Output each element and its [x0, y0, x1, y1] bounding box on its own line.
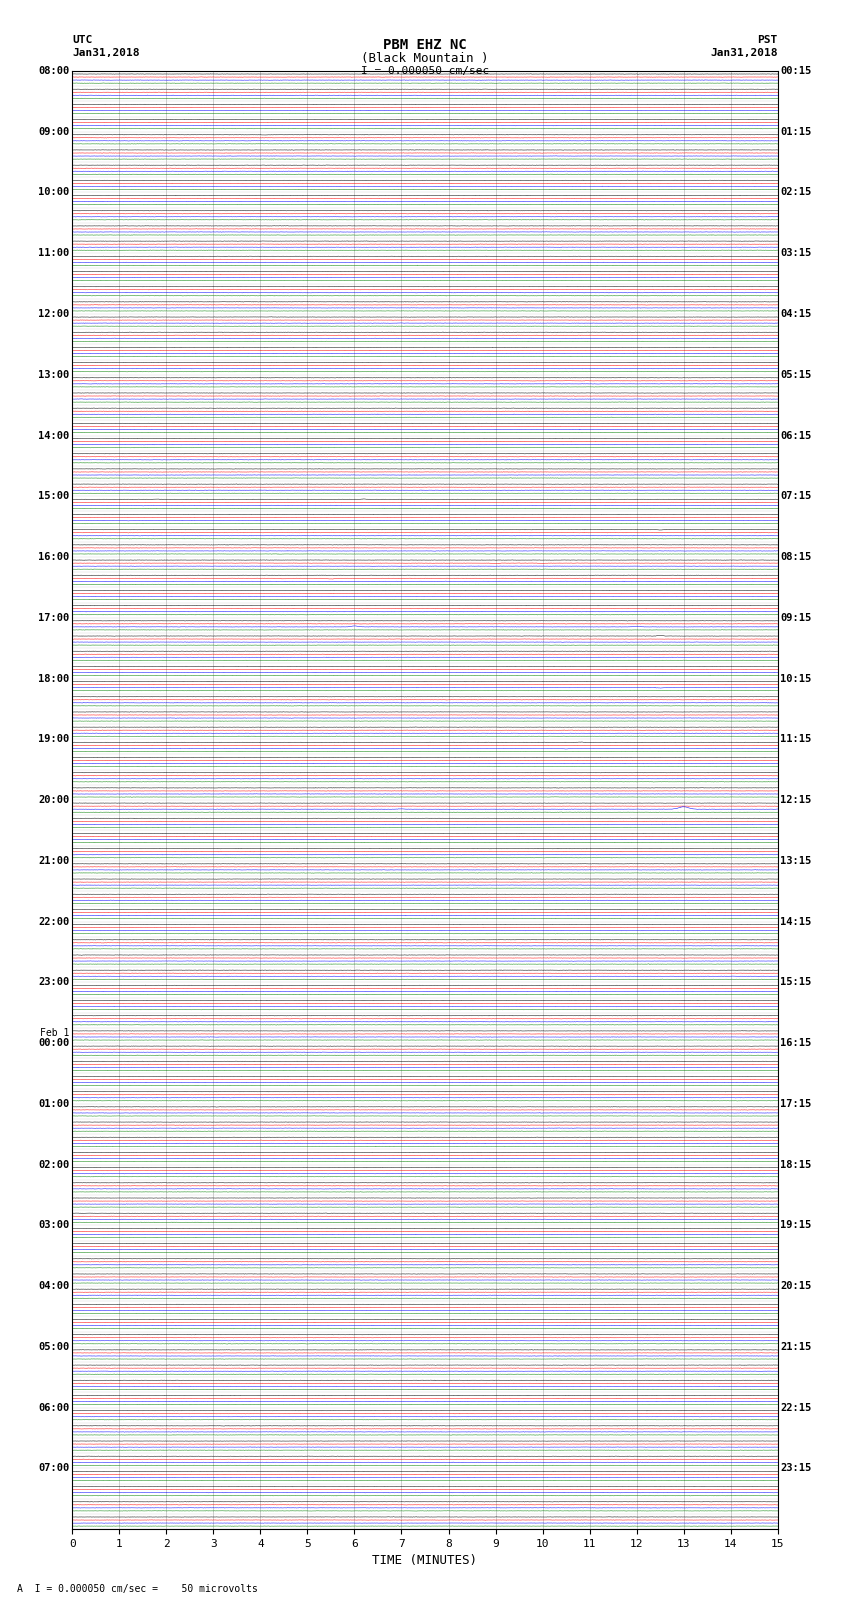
Text: (Black Mountain ): (Black Mountain ) [361, 52, 489, 65]
Text: 16:00: 16:00 [38, 552, 70, 561]
Text: 15:00: 15:00 [38, 492, 70, 502]
Text: 14:00: 14:00 [38, 431, 70, 440]
Text: Feb 1: Feb 1 [40, 1027, 70, 1039]
Text: 21:15: 21:15 [780, 1342, 812, 1352]
X-axis label: TIME (MINUTES): TIME (MINUTES) [372, 1555, 478, 1568]
Text: 23:00: 23:00 [38, 977, 70, 987]
Text: 23:15: 23:15 [780, 1463, 812, 1473]
Text: 08:15: 08:15 [780, 552, 812, 561]
Text: I = 0.000050 cm/sec: I = 0.000050 cm/sec [361, 66, 489, 76]
Text: 02:15: 02:15 [780, 187, 812, 197]
Text: 09:00: 09:00 [38, 127, 70, 137]
Text: 15:15: 15:15 [780, 977, 812, 987]
Text: A  I = 0.000050 cm/sec =    50 microvolts: A I = 0.000050 cm/sec = 50 microvolts [17, 1584, 258, 1594]
Text: 05:00: 05:00 [38, 1342, 70, 1352]
Text: 04:00: 04:00 [38, 1281, 70, 1290]
Text: 01:15: 01:15 [780, 127, 812, 137]
Text: 12:00: 12:00 [38, 310, 70, 319]
Text: 07:00: 07:00 [38, 1463, 70, 1473]
Text: 18:00: 18:00 [38, 674, 70, 684]
Text: 04:15: 04:15 [780, 310, 812, 319]
Text: PST: PST [757, 35, 778, 45]
Text: 19:15: 19:15 [780, 1221, 812, 1231]
Text: 20:15: 20:15 [780, 1281, 812, 1290]
Text: 17:00: 17:00 [38, 613, 70, 623]
Text: 03:00: 03:00 [38, 1221, 70, 1231]
Text: 00:00: 00:00 [38, 1039, 70, 1048]
Text: 09:15: 09:15 [780, 613, 812, 623]
Text: 02:00: 02:00 [38, 1160, 70, 1169]
Text: 11:00: 11:00 [38, 248, 70, 258]
Text: 12:15: 12:15 [780, 795, 812, 805]
Text: 13:15: 13:15 [780, 857, 812, 866]
Text: 10:15: 10:15 [780, 674, 812, 684]
Text: 16:15: 16:15 [780, 1039, 812, 1048]
Text: 17:15: 17:15 [780, 1098, 812, 1108]
Text: 22:15: 22:15 [780, 1403, 812, 1413]
Text: 06:00: 06:00 [38, 1403, 70, 1413]
Text: Jan31,2018: Jan31,2018 [711, 48, 778, 58]
Text: PBM EHZ NC: PBM EHZ NC [383, 37, 467, 52]
Text: 03:15: 03:15 [780, 248, 812, 258]
Text: 13:00: 13:00 [38, 369, 70, 379]
Text: 07:15: 07:15 [780, 492, 812, 502]
Text: 18:15: 18:15 [780, 1160, 812, 1169]
Text: 00:15: 00:15 [780, 66, 812, 76]
Text: 19:00: 19:00 [38, 734, 70, 744]
Text: 14:15: 14:15 [780, 916, 812, 926]
Text: Jan31,2018: Jan31,2018 [72, 48, 139, 58]
Text: 01:00: 01:00 [38, 1098, 70, 1108]
Text: 08:00: 08:00 [38, 66, 70, 76]
Text: 05:15: 05:15 [780, 369, 812, 379]
Text: 20:00: 20:00 [38, 795, 70, 805]
Text: 10:00: 10:00 [38, 187, 70, 197]
Text: 11:15: 11:15 [780, 734, 812, 744]
Text: UTC: UTC [72, 35, 93, 45]
Text: 06:15: 06:15 [780, 431, 812, 440]
Text: 22:00: 22:00 [38, 916, 70, 926]
Text: 21:00: 21:00 [38, 857, 70, 866]
